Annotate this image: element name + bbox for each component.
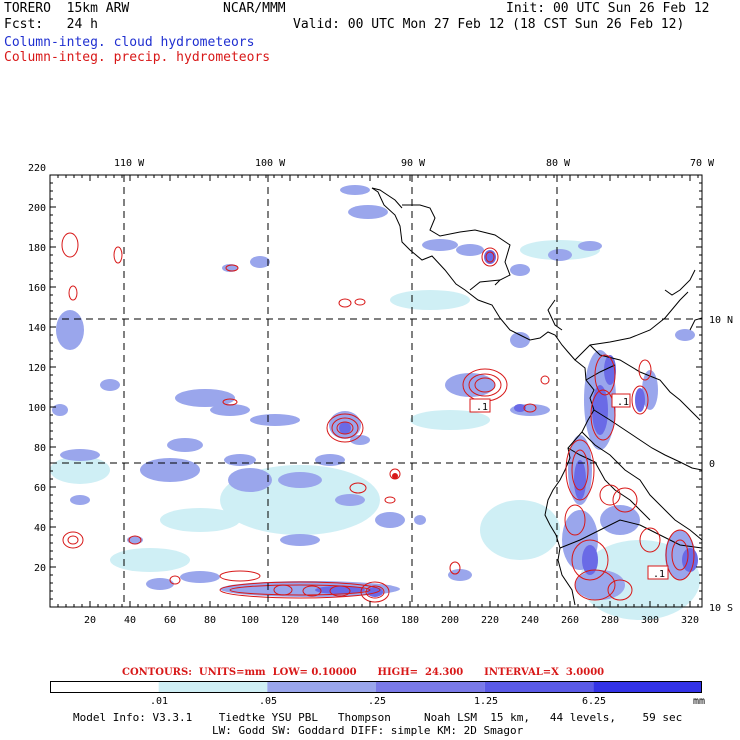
x-tick-labels: 20 40 60 80 100 120 140 160 180 200 220 240 260 280 30… — [84, 615, 699, 626]
lon-label: 110 W — [114, 158, 145, 169]
x-tick-label: 160 — [361, 615, 379, 626]
colorbar-cell — [593, 681, 702, 693]
x-tick-label: 40 — [124, 615, 136, 626]
colorbar-cell — [158, 681, 268, 693]
init-time: Init: 00 UTC Sun 26 Feb 12 — [506, 1, 710, 16]
x-tick-label: 200 — [441, 615, 459, 626]
x-tick-label: 100 — [241, 615, 259, 626]
y-tick-label: 80 — [34, 443, 46, 454]
coastline — [371, 187, 703, 606]
contour-label-boxes: .1 .1 .1 — [469, 393, 669, 580]
contour-box-label: .1 — [617, 397, 629, 408]
lon-label: 90 W — [401, 158, 426, 169]
y-tick-label: 220 — [28, 163, 46, 174]
precip-max-dot — [392, 473, 398, 479]
y-tick-label: 20 — [34, 563, 46, 574]
cloud-shading — [50, 185, 700, 620]
axis-ticks — [49, 174, 702, 608]
x-tick-label: 280 — [601, 615, 619, 626]
x-tick-label: 320 — [681, 615, 699, 626]
colorbar-label: .25 — [367, 696, 387, 707]
colorbar-unit: mm — [692, 696, 706, 707]
model-info-line1: Model Info: V3.3.1 Tiedtke YSU PBL Thomp… — [73, 711, 683, 724]
colorbar-cell — [376, 681, 485, 693]
colorbar-cell — [484, 681, 594, 693]
colorbar-label: 1.25 — [473, 696, 499, 707]
org-label: NCAR/MMM — [223, 1, 286, 16]
forecast-hour: Fcst: 24 h — [4, 17, 98, 32]
y-tick-label: 180 — [28, 243, 46, 254]
x-tick-label: 60 — [164, 615, 176, 626]
contour-box-label: .1 — [476, 402, 488, 413]
lat-label: 10 N — [709, 315, 733, 326]
x-tick-label: 140 — [321, 615, 339, 626]
lon-label: 70 W — [690, 158, 715, 169]
valid-time: Valid: 00 UTC Mon 27 Feb 12 (18 CST Sun … — [293, 17, 685, 32]
contour-box-label: .1 — [653, 569, 665, 580]
graticule — [50, 175, 702, 607]
colorbar-label: .01 — [149, 696, 169, 707]
model-title: TORERO 15km ARW — [4, 1, 130, 16]
y-tick-label: 140 — [28, 323, 46, 334]
model-info-line2: LW: Godd SW: Goddard DIFF: simple KM: 2D… — [212, 724, 524, 737]
contours-info: CONTOURS: UNITS=mm LOW= 0.10000 HIGH= 24… — [122, 667, 605, 678]
colorbar-cell — [267, 681, 376, 693]
field-precip-label: Column-integ. precip. hydrometeors — [4, 50, 271, 65]
lat-label: 0 — [709, 459, 715, 470]
precip-contours — [61, 232, 695, 603]
y-tick-label: 120 — [28, 363, 46, 374]
colorbar-cell — [50, 681, 159, 693]
lat-label: 10 S — [709, 603, 733, 614]
colorbar — [50, 681, 702, 693]
precip-core — [342, 425, 348, 431]
y-tick-label: 160 — [28, 283, 46, 294]
y-tick-label: 100 — [28, 403, 46, 414]
contour-box — [647, 565, 669, 580]
colorbar-label: .05 — [258, 696, 278, 707]
x-tick-label: 260 — [561, 615, 579, 626]
colorbar-label: 6.25 — [581, 696, 607, 707]
x-tick-label: 80 — [204, 615, 216, 626]
y-tick-label: 40 — [34, 523, 46, 534]
x-tick-label: 300 — [641, 615, 659, 626]
lon-label: 100 W — [255, 158, 286, 169]
contour-box — [469, 398, 491, 413]
y-tick-label: 200 — [28, 203, 46, 214]
x-tick-label: 240 — [521, 615, 539, 626]
x-tick-label: 180 — [401, 615, 419, 626]
y-tick-label: 60 — [34, 483, 46, 494]
lon-label: 80 W — [546, 158, 571, 169]
y-tick-labels: 220 200 180 160 140 120 100 80 60 40 20 — [28, 163, 46, 574]
x-tick-label: 120 — [281, 615, 299, 626]
x-tick-label: 20 — [84, 615, 96, 626]
x-tick-label: 220 — [481, 615, 499, 626]
contour-box — [611, 393, 631, 408]
field-cloud-label: Column-integ. cloud hydrometeors — [4, 35, 255, 50]
